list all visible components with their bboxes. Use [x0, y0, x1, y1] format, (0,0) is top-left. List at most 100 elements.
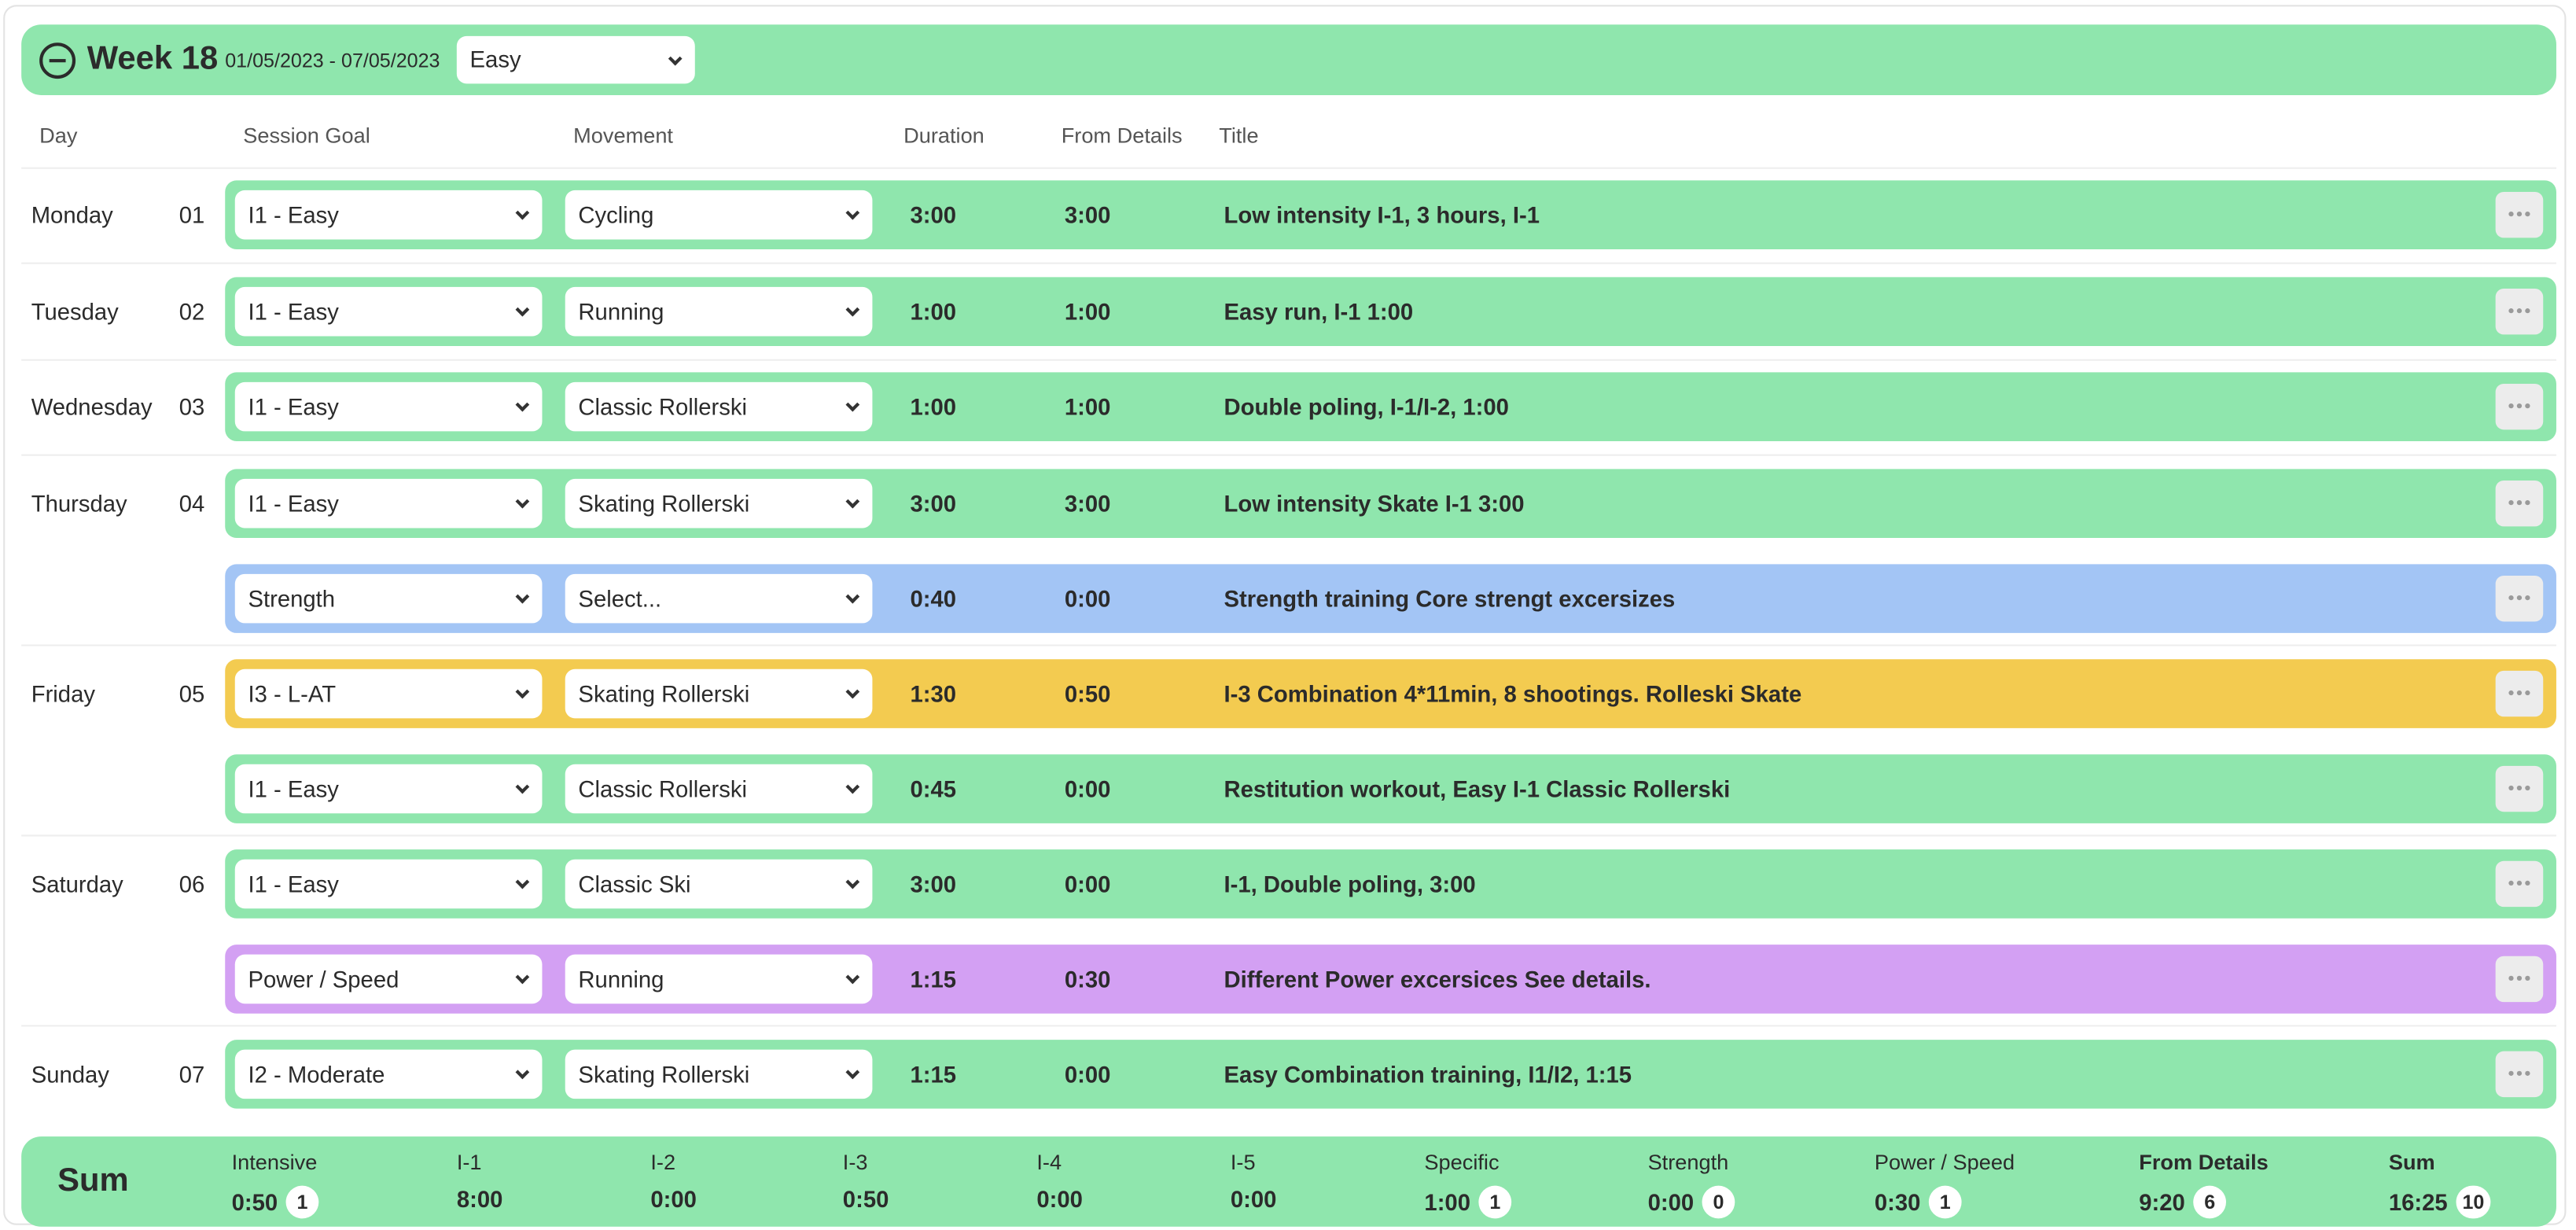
- movement-select[interactable]: Select...: [565, 573, 873, 624]
- session-duration: 3:00: [910, 201, 957, 228]
- sum-stat-value: 8:00: [456, 1185, 503, 1213]
- sum-stat: I-1 8:00: [457, 1150, 503, 1212]
- sum-stat-value: 0:50: [842, 1185, 889, 1213]
- session-goal-select[interactable]: I1 - Easy: [234, 764, 543, 814]
- session-goal-select[interactable]: I1 - Easy: [234, 190, 543, 240]
- chevron-down-icon: [845, 779, 860, 794]
- session-title[interactable]: Different Power excersices See details.: [1224, 966, 1651, 992]
- movement-select[interactable]: Skating Rollerski: [565, 478, 873, 528]
- session-title[interactable]: Restitution workout, Easy I-1 Classic Ro…: [1224, 775, 1731, 802]
- movement-value: Skating Rollerski: [578, 680, 750, 707]
- session-row[interactable]: I1 - Easy Classic Rollerski 0:45 0:00 Restit…: [225, 754, 2556, 823]
- more-options-icon[interactable]: [2495, 191, 2544, 238]
- chevron-down-icon: [515, 397, 530, 412]
- session-goal-value: Strength: [248, 585, 336, 612]
- sum-stat: I-5 0:00: [1231, 1150, 1277, 1212]
- movement-select[interactable]: Running: [565, 286, 873, 337]
- column-header-session-goal: Session Goal: [243, 123, 370, 148]
- more-options-icon[interactable]: [2495, 575, 2544, 622]
- collapse-icon[interactable]: [39, 42, 76, 79]
- session-goal-select[interactable]: Strength: [234, 573, 543, 624]
- chevron-down-icon: [515, 1065, 530, 1080]
- session-title[interactable]: I-3 Combination 4*11min, 8 shootings. Ro…: [1224, 680, 1802, 707]
- more-options-icon[interactable]: [2495, 1051, 2544, 1098]
- session-goal-select[interactable]: I2 - Moderate: [234, 1049, 543, 1099]
- day-divider: [21, 1025, 2556, 1027]
- sum-stat: Strength 0:00 0: [1648, 1150, 1735, 1219]
- movement-value: Skating Rollerski: [578, 490, 750, 517]
- day-divider: [21, 834, 2556, 837]
- session-goal-select[interactable]: I1 - Easy: [234, 859, 543, 909]
- session-row[interactable]: I1 - Easy Classic Ski 3:00 0:00 I-1, Double …: [225, 849, 2556, 919]
- chevron-down-icon: [515, 302, 530, 317]
- sum-stat-label: Specific: [1424, 1149, 1500, 1175]
- chevron-down-icon: [515, 684, 530, 699]
- day-number: 04: [178, 490, 205, 517]
- session-duration: 1:15: [910, 966, 957, 992]
- session-duration: 3:00: [910, 871, 957, 897]
- sum-stat-label: Power / Speed: [1874, 1149, 2015, 1175]
- week-intensity-select[interactable]: Easy: [456, 35, 695, 84]
- session-from-details: 0:00: [1064, 871, 1111, 897]
- sum-stat-value: 0:00: [1036, 1185, 1083, 1213]
- session-row[interactable]: Strength Select... 0:40 0:00 Strength traini…: [225, 564, 2556, 633]
- session-row[interactable]: I1 - Easy Cycling 3:00 3:00 Low intensity I-…: [225, 180, 2556, 249]
- chevron-down-icon: [668, 50, 683, 65]
- sum-stat-count-badge: 10: [2456, 1185, 2491, 1219]
- movement-value: Cycling: [578, 201, 654, 228]
- sum-stat-label: Sum: [2388, 1149, 2435, 1175]
- more-options-icon[interactable]: [2495, 956, 2544, 1003]
- session-goal-select[interactable]: I3 - L-AT: [234, 668, 543, 719]
- session-goal-value: I2 - Moderate: [248, 1061, 385, 1088]
- session-title[interactable]: Double poling, I-1/I-2, 1:00: [1224, 393, 1509, 420]
- day-number: 02: [178, 298, 205, 325]
- session-row[interactable]: I1 - Easy Running 1:00 1:00 Easy run, I-1 1:…: [225, 277, 2556, 346]
- more-options-icon[interactable]: [2495, 765, 2544, 812]
- chevron-down-icon: [515, 970, 530, 985]
- movement-select[interactable]: Skating Rollerski: [565, 1049, 873, 1099]
- more-options-icon[interactable]: [2495, 480, 2544, 527]
- chevron-down-icon: [515, 589, 530, 604]
- session-goal-select[interactable]: I1 - Easy: [234, 381, 543, 432]
- sum-stat-label: I-4: [1036, 1149, 1062, 1175]
- session-title[interactable]: Easy Combination training, I1/I2, 1:15: [1224, 1061, 1632, 1088]
- session-goal-value: I3 - L-AT: [248, 680, 337, 707]
- session-row[interactable]: I1 - Easy Classic Rollerski 1:00 1:00 Double…: [225, 372, 2556, 441]
- more-options-icon[interactable]: [2495, 383, 2544, 430]
- movement-select[interactable]: Classic Ski: [565, 859, 873, 909]
- sum-stat-label: Strength: [1647, 1149, 1729, 1175]
- movement-select[interactable]: Classic Rollerski: [565, 764, 873, 814]
- more-options-icon[interactable]: [2495, 670, 2544, 717]
- sum-stat: I-4 0:00: [1036, 1150, 1083, 1212]
- movement-select[interactable]: Cycling: [565, 190, 873, 240]
- sum-stat: Specific 1:00 1: [1424, 1149, 1512, 1219]
- movement-select[interactable]: Skating Rollerski: [565, 668, 873, 719]
- more-options-icon[interactable]: [2495, 289, 2544, 335]
- session-goal-value: I1 - Easy: [248, 201, 339, 228]
- day-number: 05: [178, 680, 205, 707]
- session-row[interactable]: Power / Speed Running 1:15 0:30 Different Po…: [225, 945, 2556, 1014]
- session-goal-value: I1 - Easy: [248, 298, 339, 325]
- sum-stat: I-3 0:50: [843, 1150, 889, 1212]
- sum-stat-count-badge: 6: [2193, 1185, 2227, 1219]
- session-row[interactable]: I1 - Easy Skating Rollerski 3:00 3:00 Low in…: [225, 469, 2556, 538]
- sum-stat: Power / Speed 0:30 1: [1875, 1150, 2015, 1219]
- sum-stat-count-badge: 1: [285, 1185, 319, 1219]
- session-title[interactable]: I-1, Double poling, 3:00: [1224, 871, 1476, 897]
- session-title[interactable]: Low intensity Skate I-1 3:00: [1224, 490, 1525, 517]
- session-from-details: 1:00: [1064, 298, 1111, 325]
- movement-select[interactable]: Classic Rollerski: [565, 381, 873, 432]
- more-options-icon[interactable]: [2495, 860, 2544, 908]
- session-title[interactable]: Easy run, I-1 1:00: [1224, 298, 1414, 325]
- session-title[interactable]: Low intensity I-1, 3 hours, I-1: [1224, 201, 1540, 228]
- session-duration: 1:30: [910, 680, 957, 707]
- session-goal-select[interactable]: I1 - Easy: [234, 286, 543, 337]
- week-intensity-value: Easy: [469, 46, 521, 72]
- movement-select[interactable]: Running: [565, 954, 873, 1004]
- session-row[interactable]: I2 - Moderate Skating Rollerski 1:15 0:00 Ea…: [225, 1040, 2556, 1109]
- session-row[interactable]: I3 - L-AT Skating Rollerski 1:30 0:50 I-3 Co…: [225, 659, 2556, 728]
- session-title[interactable]: Strength training Core strengt excersize…: [1224, 585, 1676, 612]
- week-title: Week 18: [86, 41, 219, 78]
- session-goal-select[interactable]: I1 - Easy: [234, 478, 543, 528]
- session-goal-select[interactable]: Power / Speed: [234, 954, 543, 1004]
